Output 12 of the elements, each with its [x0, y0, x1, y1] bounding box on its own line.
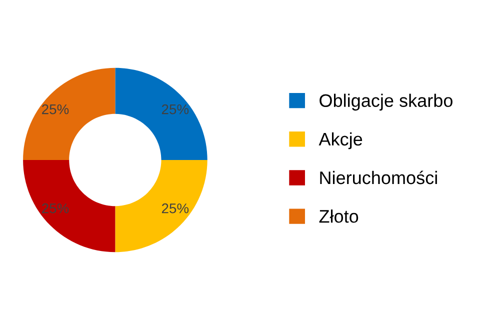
donut-slice: [115, 68, 208, 160]
data-label: 25%: [42, 104, 69, 114]
legend-label: Nieruchomości: [320, 170, 437, 184]
donut-slice: [23, 160, 116, 252]
data-label: 25%: [162, 104, 189, 114]
legend-label: Akcje: [318, 132, 362, 150]
donut-slice: [23, 68, 116, 160]
donut-slice: [115, 160, 208, 252]
legend-label: Obligacje skarbo: [320, 94, 452, 111]
data-label: 25%: [42, 203, 69, 214]
legend-label: Złoto: [319, 210, 358, 223]
data-label: 25%: [162, 203, 189, 214]
